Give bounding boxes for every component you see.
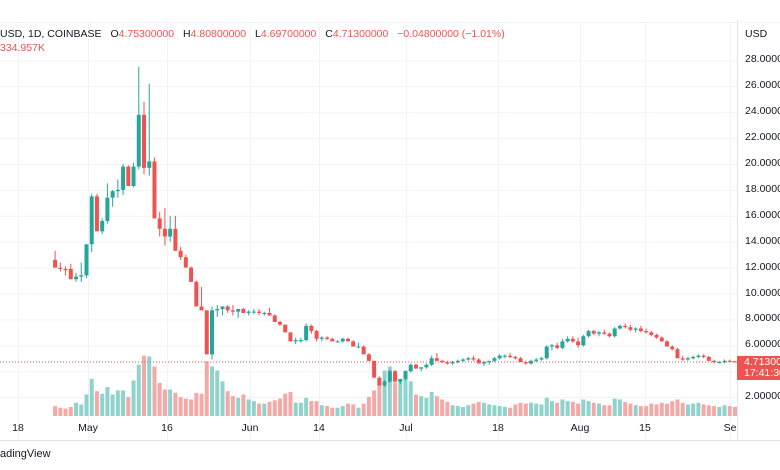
price-tick-label: 2.00000	[745, 390, 780, 403]
time-tick-label: 15	[639, 422, 651, 434]
change-value: −0.04800000 (−1.01%)	[397, 28, 505, 40]
volume-bars	[53, 355, 737, 416]
currency-label: USD	[745, 28, 768, 40]
candlestick-series	[53, 66, 737, 387]
price-tick-label: 22.0000	[745, 131, 780, 144]
time-tick-label: May	[78, 422, 98, 434]
tradingview-brand[interactable]: adingView	[0, 448, 51, 460]
open-value: 4.75300000	[118, 28, 175, 40]
price-tick-label: 20.0000	[745, 157, 780, 169]
time-tick-label: 14	[313, 422, 325, 434]
open-label: O	[110, 28, 119, 40]
price-tick-label: 8.00000	[745, 312, 780, 325]
time-tick-label: Se	[723, 422, 737, 434]
price-tick-label: 10.0000	[745, 286, 780, 299]
price-tick-label: 18.0000	[745, 182, 780, 195]
ohlc-legend: USD, 1D, COINBASE O4.75300000 H4.8080000…	[0, 28, 505, 40]
countdown-timer: 17:41:30	[744, 367, 780, 379]
price-tick-label: 26.0000	[745, 79, 780, 92]
symbol-label[interactable]: USD, 1D, COINBASE	[0, 28, 102, 40]
time-tick-label: Jun	[241, 422, 259, 434]
last-price-value: 4.71300	[744, 356, 780, 368]
time-tick-label: Aug	[570, 422, 590, 434]
high-label: H	[183, 28, 191, 40]
price-tick-label: 28.0000	[745, 53, 780, 66]
price-tick-label: 14.0000	[745, 234, 780, 247]
price-tick-label: 24.0000	[745, 105, 780, 118]
high-value: 4.80800000	[190, 28, 247, 40]
grid-lines	[0, 23, 737, 440]
time-tick-label: Jul	[399, 422, 413, 434]
low-label: L	[255, 28, 261, 40]
time-tick-label: 18	[492, 422, 504, 434]
close-value: 4.71300000	[332, 28, 389, 40]
volume-legend: 334.957K	[0, 42, 45, 54]
time-tick-label: 16	[161, 422, 173, 434]
time-tick-label: 18	[12, 422, 24, 434]
low-value: 4.69700000	[260, 28, 317, 40]
price-tick-label: 12.0000	[745, 260, 780, 273]
close-label: C	[325, 28, 333, 40]
price-tick-label: 16.0000	[745, 208, 780, 221]
last-price-badge: 4.71300 17:41:30	[737, 356, 780, 380]
price-tick-label: 6.00000	[745, 338, 780, 351]
